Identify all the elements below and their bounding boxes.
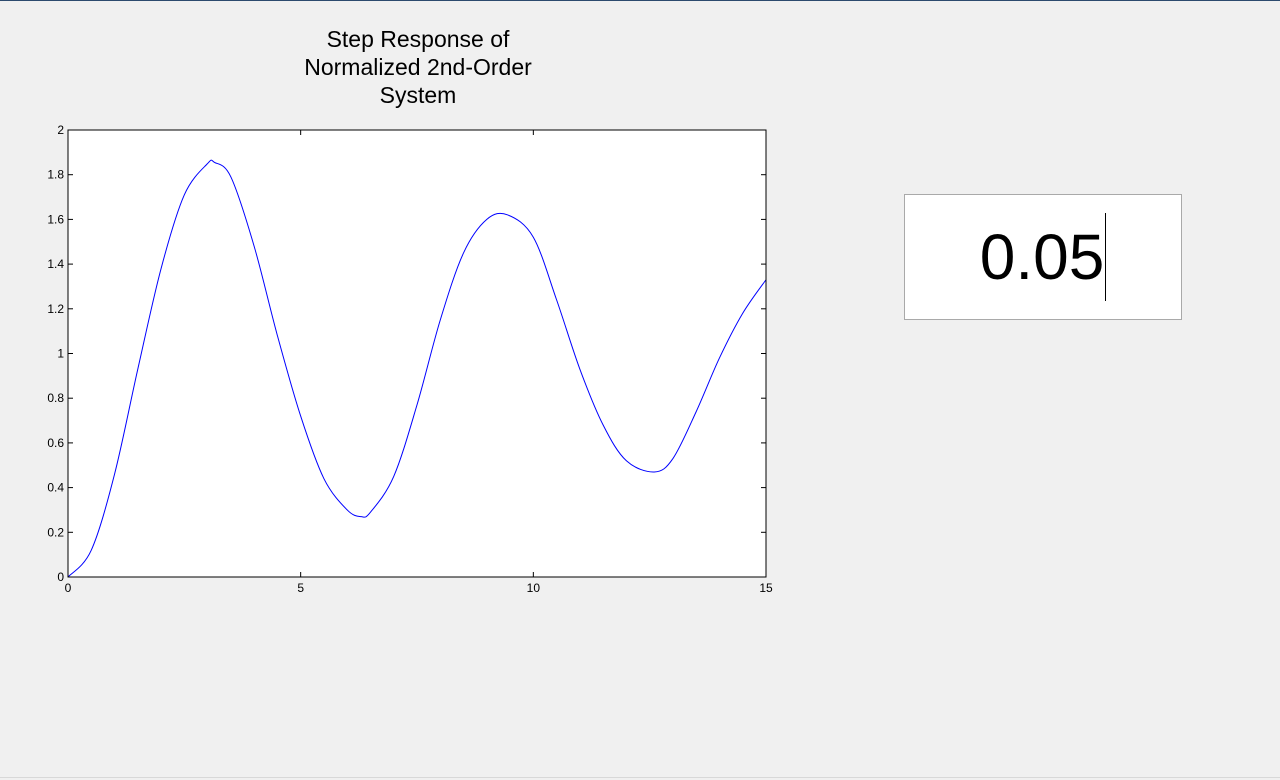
text-cursor: [1105, 213, 1107, 301]
chart-title: Step Response of Normalized 2nd-Order Sy…: [304, 26, 532, 108]
chart-title-line-2: Normalized 2nd-Order: [304, 54, 532, 80]
y-tick-label: 0: [57, 570, 64, 584]
y-tick-label: 0.6: [47, 436, 64, 450]
damping-ratio-value: 0.05: [979, 221, 1105, 293]
y-tick-label: 1.6: [47, 212, 64, 226]
x-tick-label: 0: [65, 581, 72, 595]
series-line-1: [67, 159, 767, 578]
y-tick-label: 2: [57, 123, 64, 137]
y-tick-label: 1.4: [47, 257, 64, 271]
series-group: [67, 159, 767, 578]
y-axis-ticks: 0 0.2 0.4 0.6 0.8 1 1.2 1.4 1.6 1.8 2: [47, 123, 766, 584]
damping-ratio-value-display: 0.05: [905, 195, 1181, 319]
chart-title-line-3: System: [380, 82, 457, 108]
y-tick-label: 0.2: [47, 525, 64, 539]
y-tick-label: 1.2: [47, 302, 64, 316]
y-tick-label: 1: [57, 347, 64, 361]
window-bottom-border: [0, 777, 1280, 778]
chart-title-line-1: Step Response of: [327, 26, 510, 52]
y-tick-label: 0.4: [47, 481, 64, 495]
damping-ratio-input[interactable]: 0.05: [904, 194, 1182, 320]
y-tick-label: 0.8: [47, 391, 64, 405]
window-top-border: [0, 0, 1280, 1]
y-tick-label: 1.8: [47, 168, 64, 182]
x-axis-ticks: 0 5 10 15: [65, 130, 773, 595]
x-tick-label: 10: [527, 581, 541, 595]
plot-area[interactable]: [68, 130, 766, 577]
x-tick-label: 15: [759, 581, 773, 595]
x-tick-label: 5: [297, 581, 304, 595]
